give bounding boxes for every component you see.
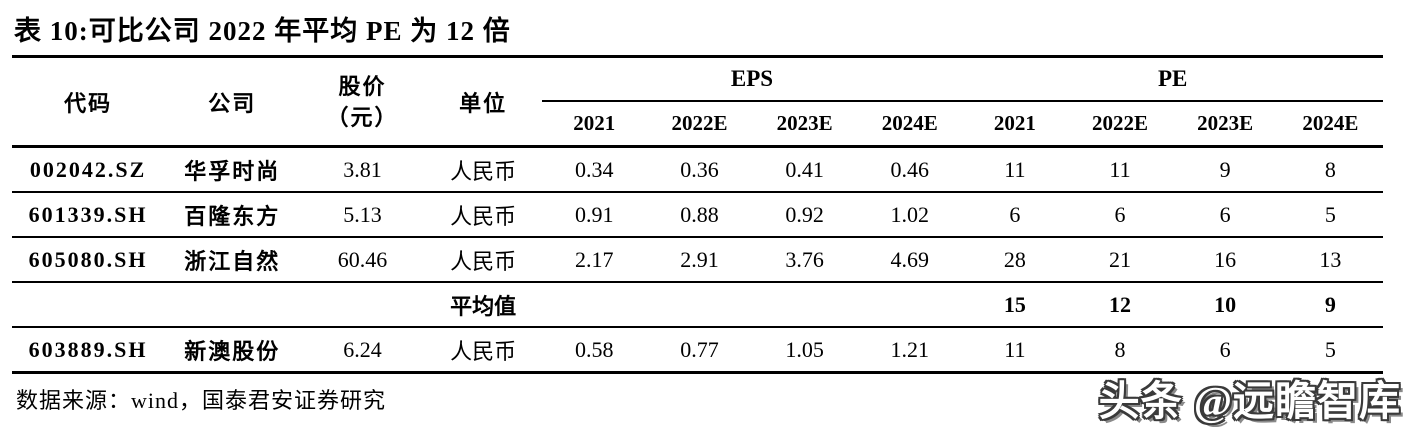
pe-average-cell: 15 xyxy=(962,282,1068,328)
eps-cell: 0.41 xyxy=(752,146,858,193)
col-header-eps-2021: 2021 xyxy=(541,101,647,148)
eps-cell: 0.58 xyxy=(541,327,647,374)
price-cell: 3.81 xyxy=(300,146,425,193)
pe-cell: 11 xyxy=(1067,146,1173,193)
eps-cell: 4.69 xyxy=(857,237,963,283)
pe-average-cell: 12 xyxy=(1067,282,1173,328)
code-cell xyxy=(12,282,165,328)
eps-cell: 0.36 xyxy=(646,146,753,193)
eps-cell: 0.46 xyxy=(857,146,963,193)
header-year-row: 2021 2022E 2023E 2024E 2021 2022E 2023E … xyxy=(12,101,1383,148)
eps-cell: 0.88 xyxy=(646,192,753,238)
col-header-pe-2023e: 2023E xyxy=(1172,101,1278,148)
table-row-xinao: 603889.SH 新澳股份 6.24 人民币 0.58 0.77 1.05 1… xyxy=(12,327,1383,374)
code-cell: 002042.SZ xyxy=(12,146,165,193)
data-source-line: 数据来源：wind，国泰君安证券研究 xyxy=(16,388,387,413)
eps-cell xyxy=(646,282,753,328)
table-row-zhejiang: 605080.SH 浙江自然 60.46 人民币 2.17 2.91 3.76 … xyxy=(12,237,1383,283)
unit-cell: 人民币 xyxy=(424,237,542,283)
price-cell: 6.24 xyxy=(300,327,425,374)
comparable-companies-table: 代码 公司 股价 （元） 单位 EPS PE 2021 2022E 2023E … xyxy=(12,55,1383,374)
company-cell: 华孚时尚 xyxy=(164,146,301,193)
eps-cell: 0.91 xyxy=(541,192,647,238)
col-header-eps-2024e: 2024E xyxy=(857,101,963,148)
unit-cell: 人民币 xyxy=(424,146,542,193)
eps-cell: 3.76 xyxy=(752,237,858,283)
eps-cell xyxy=(752,282,858,328)
pe-cell: 5 xyxy=(1277,327,1383,374)
col-header-price-line2: （元） xyxy=(326,104,399,130)
pe-cell: 6 xyxy=(1067,192,1173,238)
col-header-pe-2021: 2021 xyxy=(962,101,1068,148)
col-header-pe-2022e: 2022E xyxy=(1067,101,1173,148)
company-cell xyxy=(164,282,301,328)
eps-cell xyxy=(857,282,963,328)
code-cell: 605080.SH xyxy=(12,237,165,283)
col-group-pe: PE xyxy=(962,56,1383,102)
col-header-code: 代码 xyxy=(12,56,165,148)
table-title: 表 10:可比公司 2022 年平均 PE 为 12 倍 xyxy=(14,16,511,46)
pe-cell: 16 xyxy=(1172,237,1278,283)
eps-cell: 0.92 xyxy=(752,192,858,238)
col-group-eps: EPS xyxy=(541,56,963,102)
eps-cell: 1.05 xyxy=(752,327,858,374)
eps-cell: 2.17 xyxy=(541,237,647,283)
pe-cell: 11 xyxy=(962,146,1068,193)
pe-cell: 13 xyxy=(1277,237,1383,283)
company-cell: 新澳股份 xyxy=(164,327,301,374)
pe-cell: 6 xyxy=(962,192,1068,238)
pe-average-cell: 9 xyxy=(1277,282,1383,328)
pe-cell: 11 xyxy=(962,327,1068,374)
col-header-pe-2024e: 2024E xyxy=(1277,101,1383,148)
code-cell: 603889.SH xyxy=(12,327,165,374)
eps-cell: 1.02 xyxy=(857,192,963,238)
table-row-average: 平均值 15 12 10 9 xyxy=(12,282,1383,328)
pe-cell: 8 xyxy=(1277,146,1383,193)
pe-cell: 6 xyxy=(1172,327,1278,374)
average-label: 平均值 xyxy=(424,282,542,328)
pe-cell: 8 xyxy=(1067,327,1173,374)
company-cell: 浙江自然 xyxy=(164,237,301,283)
code-cell: 601339.SH xyxy=(12,192,165,238)
pe-cell: 28 xyxy=(962,237,1068,283)
price-cell: 5.13 xyxy=(300,192,425,238)
header-group-row: 代码 公司 股价 （元） 单位 EPS PE xyxy=(12,56,1383,148)
price-cell: 60.46 xyxy=(300,237,425,283)
eps-cell: 2.91 xyxy=(646,237,753,283)
watermark-toutiao-yuanzhan: 头条 @远瞻智库 xyxy=(1098,378,1401,424)
pe-average-cell: 10 xyxy=(1172,282,1278,328)
pe-cell: 21 xyxy=(1067,237,1173,283)
pe-cell: 9 xyxy=(1172,146,1278,193)
eps-cell: 0.77 xyxy=(646,327,753,374)
col-header-company: 公司 xyxy=(164,56,301,148)
col-header-eps-2023e: 2023E xyxy=(752,101,858,148)
col-header-eps-2022e: 2022E xyxy=(646,101,753,148)
eps-cell: 0.34 xyxy=(541,146,647,193)
price-cell xyxy=(300,282,425,328)
pe-cell: 6 xyxy=(1172,192,1278,238)
table-row-bailong: 601339.SH 百隆东方 5.13 人民币 0.91 0.88 0.92 1… xyxy=(12,192,1383,238)
eps-cell xyxy=(541,282,647,328)
unit-cell: 人民币 xyxy=(424,327,542,374)
pe-cell: 5 xyxy=(1277,192,1383,238)
unit-cell: 人民币 xyxy=(424,192,542,238)
eps-cell: 1.21 xyxy=(857,327,963,374)
col-header-price-line1: 股价 xyxy=(338,73,387,99)
table-row-huafu: 002042.SZ 华孚时尚 3.81 人民币 0.34 0.36 0.41 0… xyxy=(12,146,1383,193)
col-header-unit: 单位 xyxy=(424,56,542,148)
col-header-price: 股价 （元） xyxy=(300,56,425,148)
company-cell: 百隆东方 xyxy=(164,192,301,238)
